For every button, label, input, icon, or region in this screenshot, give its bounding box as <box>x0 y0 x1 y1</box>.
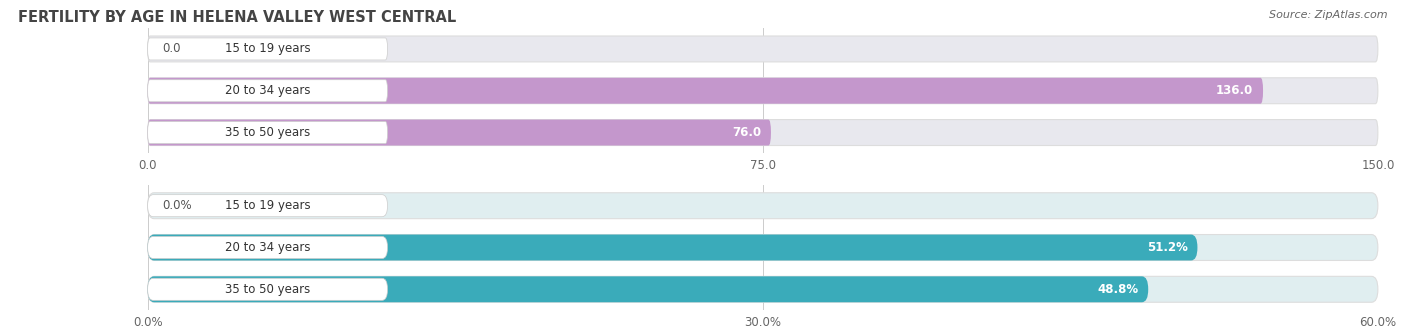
Text: 15 to 19 years: 15 to 19 years <box>225 199 311 212</box>
FancyBboxPatch shape <box>148 78 1378 104</box>
Text: 20 to 34 years: 20 to 34 years <box>225 84 311 97</box>
Text: 136.0: 136.0 <box>1216 84 1253 97</box>
FancyBboxPatch shape <box>148 237 388 258</box>
Text: 0.0%: 0.0% <box>163 199 193 212</box>
Text: 51.2%: 51.2% <box>1147 241 1188 254</box>
FancyBboxPatch shape <box>148 38 388 60</box>
FancyBboxPatch shape <box>148 278 388 300</box>
Text: 0.0: 0.0 <box>163 43 181 55</box>
Text: 76.0: 76.0 <box>733 126 761 139</box>
FancyBboxPatch shape <box>148 119 770 146</box>
FancyBboxPatch shape <box>148 121 388 144</box>
Text: 20 to 34 years: 20 to 34 years <box>225 241 311 254</box>
FancyBboxPatch shape <box>148 193 1378 219</box>
Text: FERTILITY BY AGE IN HELENA VALLEY WEST CENTRAL: FERTILITY BY AGE IN HELENA VALLEY WEST C… <box>18 10 457 25</box>
Text: Source: ZipAtlas.com: Source: ZipAtlas.com <box>1270 10 1388 20</box>
FancyBboxPatch shape <box>148 195 388 217</box>
FancyBboxPatch shape <box>148 80 388 102</box>
Text: 35 to 50 years: 35 to 50 years <box>225 283 311 296</box>
Text: 35 to 50 years: 35 to 50 years <box>225 126 311 139</box>
FancyBboxPatch shape <box>148 119 1378 146</box>
FancyBboxPatch shape <box>148 235 1378 260</box>
FancyBboxPatch shape <box>148 276 1149 302</box>
Text: 15 to 19 years: 15 to 19 years <box>225 43 311 55</box>
Text: 48.8%: 48.8% <box>1097 283 1139 296</box>
FancyBboxPatch shape <box>148 78 1263 104</box>
FancyBboxPatch shape <box>148 36 1378 62</box>
FancyBboxPatch shape <box>148 235 1198 260</box>
FancyBboxPatch shape <box>148 276 1378 302</box>
